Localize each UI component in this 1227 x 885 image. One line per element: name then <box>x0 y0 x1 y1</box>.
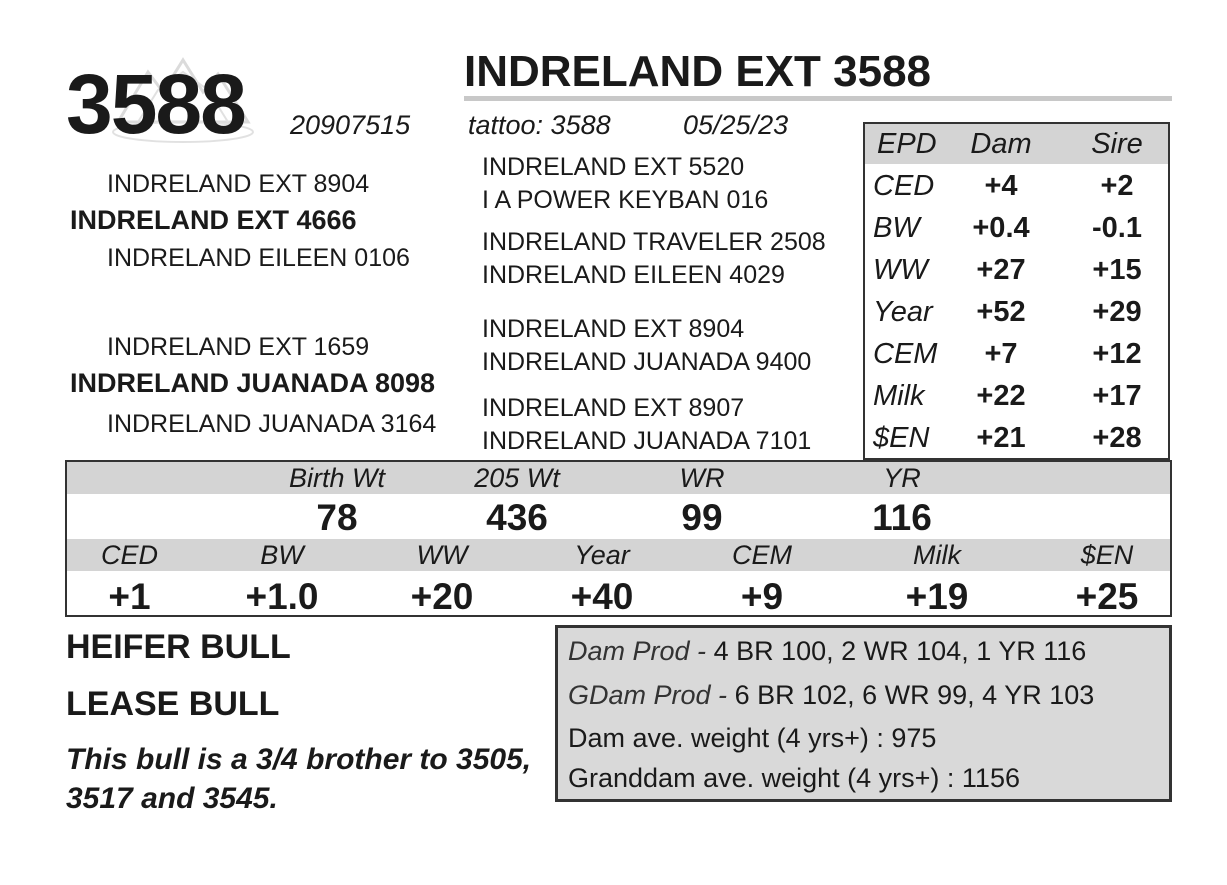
granddam-average-weight: Granddam ave. weight (4 yrs+) : 1156 <box>568 763 1020 793</box>
pedigree-ss-dam: I A POWER KEYBAN 016 <box>482 186 769 214</box>
pedigree-dd-dam: INDRELAND JUANADA 7101 <box>482 427 812 455</box>
dam-prod-label: Dam Prod - <box>568 636 707 666</box>
epd-row-sire: +15 <box>1092 254 1142 286</box>
epd-row-sire: +29 <box>1092 296 1142 328</box>
dam-prod-value: 4 BR 100, 2 WR 104, 1 YR 116 <box>713 636 1087 666</box>
bull-description: This bull is a 3/4 brother to 3505, 3517… <box>66 743 532 815</box>
note-heifer-bull: HEIFER BULL <box>66 628 291 666</box>
epd-label-band <box>67 539 1170 571</box>
epd-header-dam: Dam <box>970 128 1032 160</box>
performance-value: 99 <box>681 497 723 538</box>
performance-epd-box: Birth Wt 205 Wt WR YR 78 436 99 116 CED … <box>65 460 1172 617</box>
performance-label: YR <box>883 463 921 493</box>
epd-row-label: $EN <box>873 422 930 454</box>
epd-value: +40 <box>570 576 634 617</box>
gdam-prod-label: GDam Prod - <box>568 680 728 710</box>
registration-number: 20907515 <box>290 110 411 140</box>
lot-number: 3588 <box>66 57 247 151</box>
epd-value: +1.0 <box>245 576 319 617</box>
epd-row-sire: +12 <box>1092 338 1142 370</box>
epd-value: +19 <box>905 576 969 617</box>
dam-production: Dam Prod - 4 BR 100, 2 WR 104, 1 YR 116 <box>568 638 1086 665</box>
pedigree-dam-dam: INDRELAND JUANADA 3164 <box>107 410 437 438</box>
epd-value: +9 <box>740 576 784 617</box>
gdam-prod-value: 6 BR 102, 6 WR 99, 4 YR 103 <box>734 680 1095 710</box>
ranch-logo-watermark <box>112 57 254 143</box>
epd-row-sire: +28 <box>1092 422 1142 454</box>
performance-label-band <box>67 462 1170 494</box>
epd-row-sire: +2 <box>1100 170 1134 202</box>
parent-epd-table: EPD Dam Sire CED +4 +2 BW +0.4 -0.1 WW +… <box>863 122 1170 460</box>
pedigree-sire-sire: INDRELAND EXT 8904 <box>107 170 370 198</box>
production-box: Dam Prod - 4 BR 100, 2 WR 104, 1 YR 116 … <box>555 625 1172 802</box>
epd-row-label: WW <box>873 254 928 286</box>
performance-label: 205 Wt <box>474 463 560 493</box>
parent-epd-header <box>865 124 1168 164</box>
epd-row-dam: +4 <box>984 170 1018 202</box>
birth-date: 05/25/23 <box>683 110 789 140</box>
epd-row-sire: +17 <box>1092 380 1142 412</box>
performance-label: Birth Wt <box>288 463 385 493</box>
pedigree-sire: INDRELAND EXT 4666 <box>70 205 357 235</box>
epd-label: Year <box>574 540 630 570</box>
pedigree-dd-sire: INDRELAND EXT 8907 <box>482 394 745 422</box>
epd-label: $EN <box>1080 540 1134 570</box>
epd-value: +20 <box>410 576 474 617</box>
pedigree-sd-sire: INDRELAND TRAVELER 2508 <box>482 228 826 256</box>
epd-header-sire: Sire <box>1091 128 1143 160</box>
epd-row-label: CED <box>873 170 935 202</box>
performance-value: 436 <box>486 497 548 538</box>
epd-label: WW <box>416 540 468 570</box>
epd-row-dam: +22 <box>976 380 1026 412</box>
pedigree-ss-sire: INDRELAND EXT 5520 <box>482 153 745 181</box>
pedigree-ds-dam: INDRELAND JUANADA 9400 <box>482 348 812 376</box>
epd-label: CEM <box>732 540 792 570</box>
performance-value: 78 <box>316 497 358 538</box>
granddam-production: GDam Prod - 6 BR 102, 6 WR 99, 4 YR 103 <box>568 682 1094 709</box>
dam-average-weight: Dam ave. weight (4 yrs+) : 975 <box>568 723 937 753</box>
pedigree-dam-sire: INDRELAND EXT 1659 <box>107 333 370 361</box>
epd-row-sire: -0.1 <box>1092 212 1142 244</box>
performance-label: WR <box>679 463 725 493</box>
epd-label: CED <box>100 540 158 570</box>
epd-row-dam: +52 <box>976 296 1026 328</box>
epd-row-dam: +7 <box>984 338 1018 370</box>
epd-row-dam: +21 <box>976 422 1026 454</box>
pedigree-dam: INDRELAND JUANADA 8098 <box>70 368 436 398</box>
epd-row-label: Year <box>873 296 933 328</box>
epd-value: +25 <box>1075 576 1139 617</box>
pedigree-sd-dam: INDRELAND EILEEN 4029 <box>482 261 785 289</box>
epd-row-label: BW <box>873 212 920 244</box>
epd-row-dam: +0.4 <box>972 212 1030 244</box>
epd-header-label: EPD <box>877 128 937 160</box>
epd-row-dam: +27 <box>976 254 1026 286</box>
epd-label: Milk <box>913 540 961 570</box>
epd-row-label: Milk <box>873 380 925 412</box>
pedigree-ds-sire: INDRELAND EXT 8904 <box>482 315 745 343</box>
epd-label: BW <box>260 540 304 570</box>
title-divider <box>464 96 1172 101</box>
epd-row-label: CEM <box>873 338 938 370</box>
animal-name: INDRELAND EXT 3588 <box>464 47 932 96</box>
performance-value: 116 <box>872 497 932 538</box>
epd-value: +1 <box>108 576 151 617</box>
pedigree-sire-dam: INDRELAND EILEEN 0106 <box>107 244 410 272</box>
note-lease-bull: LEASE BULL <box>66 685 280 723</box>
tattoo: tattoo: 3588 <box>468 110 611 140</box>
